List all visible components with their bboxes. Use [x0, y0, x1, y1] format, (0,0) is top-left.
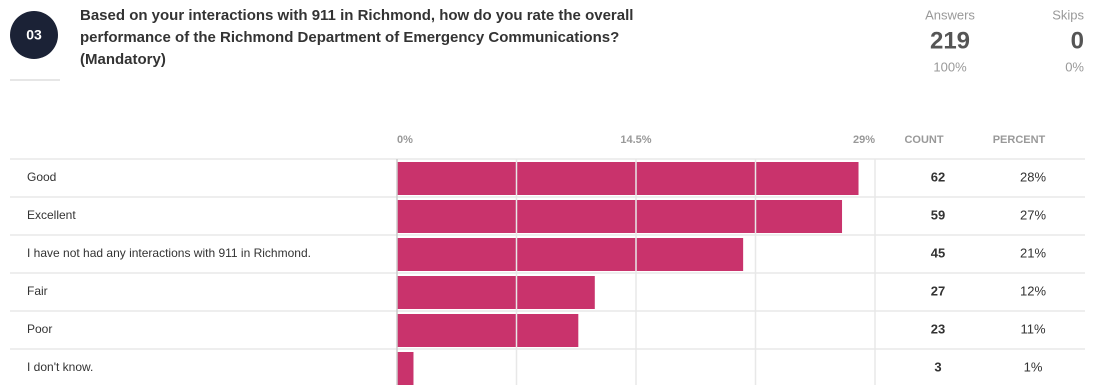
row-label: Excellent: [27, 208, 76, 222]
x-tick-label: 0%: [397, 134, 413, 146]
percent: 21%: [1020, 245, 1046, 260]
row-label: Poor: [27, 322, 52, 336]
question-line: (Mandatory): [80, 51, 166, 68]
bar: [397, 200, 843, 233]
percent-header: PERCENT: [993, 134, 1046, 146]
bar: [397, 238, 744, 271]
count: 23: [931, 321, 945, 336]
count-header: COUNT: [904, 134, 943, 146]
percent: 12%: [1020, 283, 1046, 298]
row-label: Good: [27, 170, 56, 184]
row-label: I don't know.: [27, 360, 93, 374]
x-tick-label: 14.5%: [620, 134, 651, 146]
bar: [397, 276, 595, 309]
question-line: Based on your interactions with 911 in R…: [80, 7, 633, 24]
skips-count: 0: [1071, 27, 1084, 54]
count: 3: [934, 359, 941, 374]
percent: 27%: [1020, 207, 1046, 222]
percent: 1%: [1024, 359, 1043, 374]
row-label: Fair: [27, 284, 48, 298]
answers-percent: 100%: [933, 59, 967, 74]
x-tick-label: 29%: [853, 134, 875, 146]
bar: [397, 352, 414, 385]
skips-percent: 0%: [1065, 59, 1084, 74]
percent: 11%: [1020, 321, 1045, 336]
answers-count: 219: [930, 27, 970, 54]
count: 59: [931, 207, 945, 222]
row-label: I have not had any interactions with 911…: [27, 246, 311, 260]
count: 27: [931, 283, 945, 298]
answers-label: Answers: [925, 7, 975, 22]
count: 62: [931, 169, 945, 184]
bar: [397, 314, 579, 347]
question-line: performance of the Richmond Department o…: [80, 29, 619, 46]
count: 45: [931, 245, 945, 260]
question-badge: [10, 11, 58, 59]
percent: 28%: [1020, 169, 1046, 184]
skips-label: Skips: [1052, 7, 1084, 22]
bar: [397, 162, 859, 195]
question-number: 03: [26, 27, 42, 43]
